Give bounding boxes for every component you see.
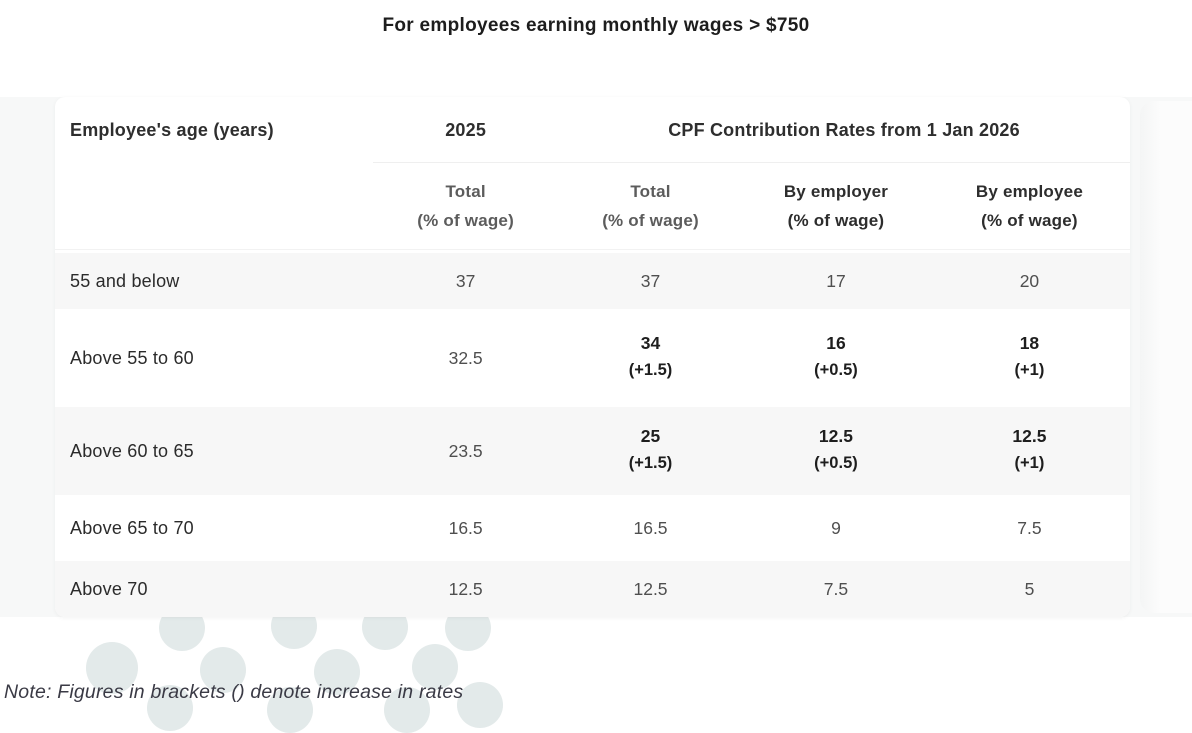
- rate-2025-cell: 12.5: [373, 578, 558, 601]
- dot-decoration-icon: [86, 642, 138, 694]
- dot-decoration-icon: [457, 682, 503, 728]
- rate-value: 12.5: [818, 425, 853, 446]
- total-2026-cell: 16.5: [558, 517, 743, 540]
- rate-2025-cell: 23.5: [373, 440, 558, 463]
- total-2026-cell: 37: [558, 270, 743, 293]
- rate-value: 23.5: [448, 440, 483, 461]
- age-label: Above 70: [70, 578, 148, 599]
- age-cell: Above 65 to 70: [55, 518, 373, 539]
- total-2026-cell: 12.5: [558, 578, 743, 601]
- subheader-total-2026: Total (% of wage): [558, 177, 743, 235]
- subheader-line: (% of wage): [417, 211, 514, 230]
- page-title: For employees earning monthly wages > $7…: [382, 15, 810, 36]
- rate-value: 12.5: [1012, 425, 1047, 446]
- age-cell: Above 60 to 65: [55, 441, 373, 462]
- dot-decoration-icon: [412, 644, 458, 690]
- rate-value: 7.5: [823, 578, 849, 599]
- employee-2026-cell: 12.5 (+1): [929, 425, 1130, 478]
- rate-2025-cell: 37: [373, 270, 558, 293]
- subheader-line: (% of wage): [787, 211, 885, 230]
- subheader-line: Total: [445, 182, 486, 201]
- footnote: Note: Figures in brackets () denote incr…: [4, 681, 464, 703]
- cpf-2026-group-header: CPF Contribution Rates from 1 Jan 2026: [668, 119, 1020, 140]
- rate-delta: (+1): [1014, 360, 1045, 379]
- employee-2026-cell: 7.5: [929, 517, 1130, 540]
- rates-card: Employee's age (years) 2025 CPF Contribu…: [55, 97, 1130, 617]
- rates-carousel: Employee's age (years) 2025 CPF Contribu…: [0, 97, 1192, 617]
- age-cell: Above 55 to 60: [55, 348, 373, 369]
- dot-decoration-icon: [314, 649, 360, 695]
- rate-value: 9: [831, 517, 841, 538]
- rate-delta: (+1.5): [628, 453, 673, 472]
- table-row: Above 60 to 65 23.5 25 (+1.5) 12.5 (+0.5) …: [55, 407, 1130, 495]
- table-row: Above 65 to 70 16.5 16.5 9 7.5: [55, 500, 1130, 556]
- subheader-line: (% of wage): [981, 211, 1078, 230]
- age-cell: Above 70: [55, 579, 373, 600]
- table-header-row-1: Employee's age (years) 2025 CPF Contribu…: [55, 97, 1130, 163]
- total-2026-cell: 34 (+1.5): [558, 332, 743, 385]
- employee-2026-cell: 20: [929, 270, 1130, 293]
- rate-value: 17: [826, 270, 846, 291]
- total-2026-cell: 25 (+1.5): [558, 425, 743, 478]
- age-label: Above 65 to 70: [70, 517, 194, 538]
- rate-value: 7.5: [1017, 517, 1042, 538]
- employee-2026-cell: 5: [929, 578, 1130, 601]
- table-row: Above 55 to 60 32.5 34 (+1.5) 16 (+0.5) 18…: [55, 314, 1130, 402]
- rate-value: 16: [826, 332, 846, 353]
- subheader-line: By employer: [783, 182, 889, 201]
- table-row: Above 70 12.5 12.5 7.5 5: [55, 561, 1130, 617]
- rate-value: 37: [455, 270, 476, 291]
- rate-2025-cell: 32.5: [373, 347, 558, 370]
- employer-2026-cell: 7.5: [743, 578, 929, 601]
- employee-2026-cell: 18 (+1): [929, 332, 1130, 385]
- rate-value: 16.5: [633, 517, 668, 538]
- rate-delta: (+1): [1014, 453, 1045, 472]
- employer-2026-cell: 16 (+0.5): [743, 332, 929, 385]
- subheader-employer-2026: By employer (% of wage): [743, 177, 929, 235]
- age-cell: 55 and below: [55, 271, 373, 292]
- rate-value: 12.5: [633, 578, 668, 599]
- rate-value: 12.5: [448, 578, 483, 599]
- year-2025-header: 2025: [445, 119, 487, 140]
- rate-delta: (+0.5): [814, 453, 858, 472]
- employer-2026-cell: 9: [743, 517, 929, 540]
- rate-value: 18: [1019, 332, 1040, 353]
- age-label: Above 60 to 65: [70, 440, 194, 461]
- rate-value: 16.5: [448, 517, 483, 538]
- dot-decoration-icon: [200, 647, 246, 693]
- age-label: 55 and below: [70, 270, 180, 291]
- rate-delta: (+0.5): [814, 360, 858, 379]
- subheader-line: Total: [630, 182, 671, 201]
- rate-2025-cell: 16.5: [373, 517, 558, 540]
- table-header-row-2: Total (% of wage) Total (% of wage) By e…: [55, 163, 1130, 250]
- employee-age-header: Employee's age (years): [70, 119, 274, 140]
- rate-value: 34: [640, 332, 661, 353]
- rate-value: 20: [1019, 270, 1040, 291]
- rate-value: 5: [1024, 578, 1035, 599]
- table-body: 55 and below 37 37 17 20 Above 55 to 60 …: [55, 253, 1130, 617]
- next-card-peek[interactable]: [1140, 101, 1192, 613]
- rate-value: 32.5: [448, 347, 483, 368]
- rate-delta: (+1.5): [628, 360, 673, 379]
- subheader-line: By employee: [975, 182, 1083, 201]
- subheader-employee-2026: By employee (% of wage): [929, 177, 1130, 235]
- table-row: 55 and below 37 37 17 20: [55, 253, 1130, 309]
- rate-value: 25: [640, 425, 661, 446]
- age-label: Above 55 to 60: [70, 347, 194, 368]
- rate-value: 37: [640, 270, 661, 291]
- employer-2026-cell: 17: [743, 270, 929, 293]
- subheader-total-2025: Total (% of wage): [373, 177, 558, 235]
- employer-2026-cell: 12.5 (+0.5): [743, 425, 929, 478]
- subheader-line: (% of wage): [602, 211, 699, 230]
